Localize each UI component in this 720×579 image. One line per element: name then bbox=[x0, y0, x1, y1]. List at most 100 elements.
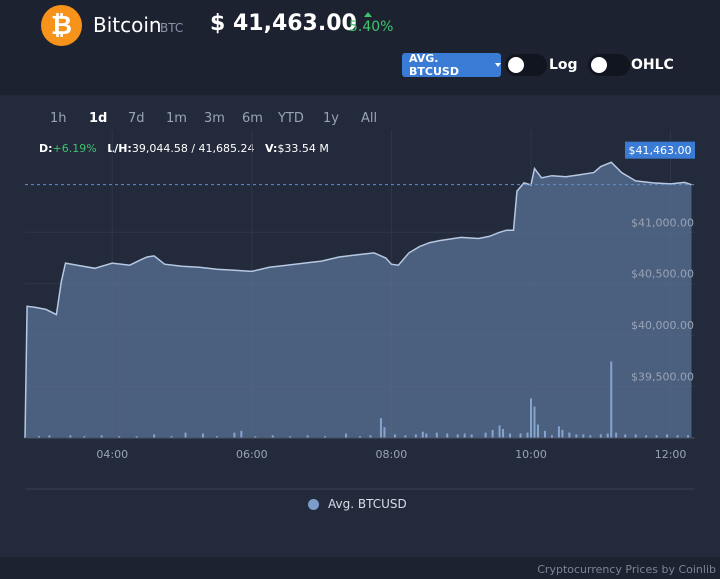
range-tab-all[interactable]: All bbox=[361, 111, 378, 126]
volume-bar-13 bbox=[240, 430, 243, 438]
y-tick-label-2: $40,500.00 bbox=[631, 268, 694, 281]
caret-down-icon bbox=[495, 63, 501, 67]
volume-bar-18 bbox=[324, 436, 327, 438]
stat-v-value: $33.54 M bbox=[277, 142, 329, 155]
stat-d-value: +6.19% bbox=[52, 142, 97, 155]
y-tick-label-1: $40,000.00 bbox=[631, 319, 694, 332]
volume-bar-43 bbox=[536, 424, 539, 438]
volume-bar-44 bbox=[543, 430, 546, 438]
volume-bar-37 bbox=[502, 429, 505, 438]
volume-bar-49 bbox=[575, 434, 578, 438]
volume-bar-24 bbox=[393, 434, 396, 438]
price-stats: D:+6.19% L/H:39,044.58 / 41,685.24 V:$33… bbox=[39, 142, 329, 155]
volume-bar-35 bbox=[491, 429, 494, 438]
volume-bar-32 bbox=[463, 433, 466, 438]
ohlc-toggle-knob bbox=[591, 57, 607, 73]
range-tab-1m[interactable]: 1m bbox=[166, 111, 187, 126]
x-tick-label-1: 06:00 bbox=[236, 448, 268, 461]
volume-bar-15 bbox=[271, 435, 274, 438]
stat-v-label: V: bbox=[265, 142, 278, 155]
coin-symbol: BTC bbox=[160, 21, 184, 35]
volume-bar-34 bbox=[484, 432, 487, 438]
volume-bar-48 bbox=[568, 432, 571, 438]
volume-bar-61 bbox=[676, 435, 679, 438]
volume-bar-58 bbox=[645, 435, 648, 438]
log-toggle-knob bbox=[508, 57, 524, 73]
volume-bar-54 bbox=[610, 361, 613, 438]
bitcoin-logo-icon: ₿ bbox=[41, 5, 82, 46]
y-tick-label-3: $41,000.00 bbox=[631, 216, 694, 229]
volume-bar-5 bbox=[118, 436, 121, 438]
volume-bar-60 bbox=[666, 434, 669, 438]
volume-bar-22 bbox=[379, 418, 382, 438]
chart-panel: 1h 1d 7d 1m 3m 6m YTD 1y All D:+6.19% L/… bbox=[0, 95, 720, 557]
x-tick-label-4: 12:00 bbox=[655, 448, 687, 461]
volume-bar-25 bbox=[404, 435, 407, 438]
volume-bar-55 bbox=[615, 432, 618, 438]
price-line bbox=[24, 161, 692, 439]
volume-bar-26 bbox=[414, 434, 417, 438]
volume-bar-8 bbox=[170, 436, 173, 438]
ohlc-toggle[interactable] bbox=[588, 54, 630, 76]
volume-bar-9 bbox=[184, 432, 187, 438]
volume-bar-21 bbox=[369, 435, 372, 438]
y-tick-label-0: $39,500.00 bbox=[631, 371, 694, 384]
volume-bar-20 bbox=[359, 436, 361, 438]
volume-bar-53 bbox=[606, 433, 609, 438]
volume-bar-16 bbox=[289, 436, 292, 438]
volume-bar-45 bbox=[550, 435, 553, 438]
range-tab-ytd[interactable]: YTD bbox=[278, 111, 304, 126]
volume-bar-46 bbox=[557, 426, 560, 438]
volume-bar-12 bbox=[233, 432, 236, 438]
volume-bar-33 bbox=[470, 434, 473, 438]
range-tab-3m[interactable]: 3m bbox=[204, 111, 225, 126]
volume-bar-28 bbox=[425, 433, 428, 438]
range-tab-1d[interactable]: 1d bbox=[89, 111, 108, 126]
volume-bar-36 bbox=[498, 425, 501, 438]
legend-label: Avg. BTCUSD bbox=[328, 497, 407, 511]
x-tick-label-3: 10:00 bbox=[515, 448, 547, 461]
volume-bar-14 bbox=[254, 436, 257, 438]
price-chart[interactable]: $41,463.00 $39,500.00 $40,000.00 $40,500.00… bbox=[0, 95, 720, 557]
volume-bar-38 bbox=[509, 433, 512, 438]
price-area bbox=[25, 162, 692, 439]
volume-bar-6 bbox=[135, 436, 138, 438]
footer-credit-link[interactable]: Cryptocurrency Prices by Coinlib bbox=[537, 563, 716, 576]
volume-bar-31 bbox=[456, 434, 459, 438]
volume-bar-57 bbox=[634, 434, 637, 438]
range-tab-6m[interactable]: 6m bbox=[242, 111, 263, 126]
volume-bar-41 bbox=[529, 398, 532, 438]
chart-legend[interactable]: Avg. BTCUSD bbox=[308, 497, 407, 511]
coin-name: Bitcoin bbox=[93, 13, 162, 37]
log-toggle[interactable] bbox=[505, 54, 547, 76]
log-toggle-label: Log bbox=[549, 57, 578, 73]
volume-bar-29 bbox=[435, 432, 438, 438]
x-tick-label-0: 04:00 bbox=[96, 448, 128, 461]
volume-bar-23 bbox=[383, 427, 386, 438]
change-up-arrow-icon bbox=[364, 12, 372, 17]
volume-bar-10 bbox=[201, 433, 204, 438]
volume-bar-40 bbox=[526, 432, 529, 438]
volume-bar-1 bbox=[48, 435, 51, 438]
price-change: 5.40% bbox=[349, 19, 394, 35]
legend-marker bbox=[308, 498, 319, 510]
volume-bar-52 bbox=[599, 434, 602, 438]
stat-lh-value: 39,044.58 / 41,685.24 bbox=[131, 142, 255, 155]
volume-bar-0 bbox=[37, 436, 40, 438]
volume-bar-47 bbox=[561, 429, 564, 438]
series-select-button[interactable]: AVG. BTCUSD bbox=[402, 52, 501, 78]
range-tab-7d[interactable]: 7d bbox=[128, 111, 145, 126]
volume-bar-4 bbox=[100, 435, 103, 438]
series-select-label: AVG. BTCUSD bbox=[409, 52, 459, 78]
volume-bar-51 bbox=[589, 435, 592, 438]
coin-header: ₿ Bitcoin BTC $ 41,463.00 5.40% AVG. BTC… bbox=[0, 0, 720, 90]
volume-bar-39 bbox=[519, 433, 522, 438]
volume-bar-3 bbox=[83, 436, 86, 438]
range-tab-1y[interactable]: 1y bbox=[323, 111, 339, 126]
volume-bar-62 bbox=[687, 435, 690, 438]
volume-bar-19 bbox=[345, 433, 348, 438]
volume-bar-56 bbox=[624, 434, 627, 438]
volume-bar-7 bbox=[153, 434, 156, 438]
volume-bar-2 bbox=[69, 435, 72, 438]
range-tab-1h[interactable]: 1h bbox=[50, 111, 67, 126]
